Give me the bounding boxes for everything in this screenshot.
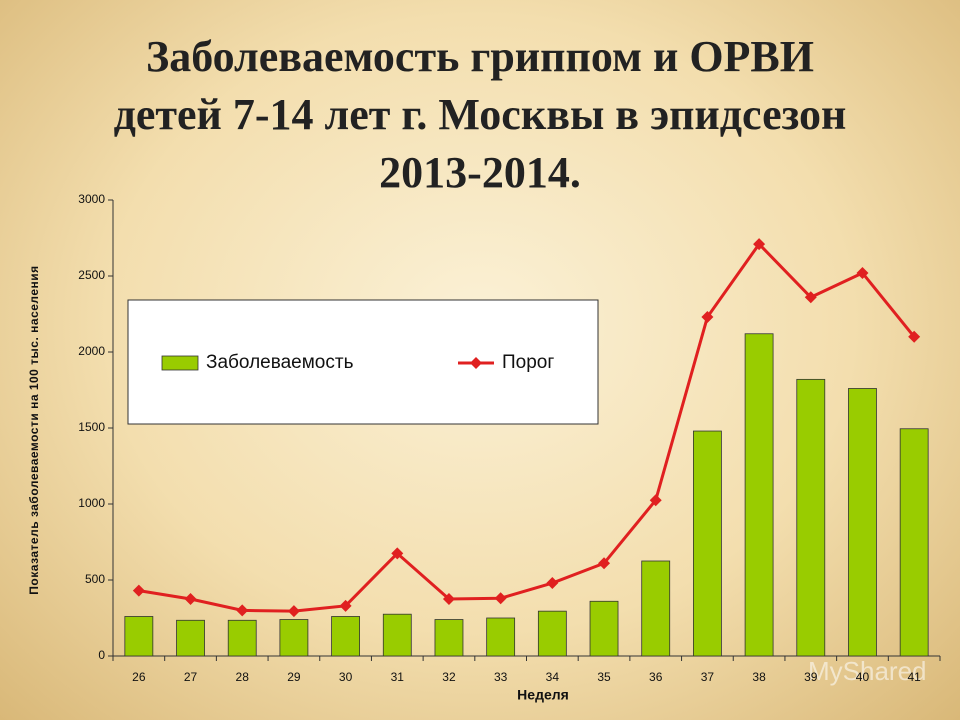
- marker: [598, 557, 611, 570]
- marker: [753, 238, 766, 251]
- x-tick-label: 41: [907, 670, 921, 684]
- x-tick-label: 33: [494, 670, 508, 684]
- bar: [641, 560, 671, 657]
- y-tick-label: 3000: [78, 192, 105, 206]
- x-tick-label: 28: [236, 670, 250, 684]
- x-tick-label: 27: [184, 670, 198, 684]
- marker: [287, 605, 300, 618]
- marker: [132, 584, 145, 597]
- legend-box: [127, 299, 599, 425]
- watermark: MyShared: [808, 656, 927, 686]
- bar: [331, 616, 360, 657]
- marker: [339, 599, 352, 612]
- marker: [546, 577, 559, 590]
- y-tick-label: 1000: [78, 496, 105, 510]
- x-tick-label: 35: [597, 670, 611, 684]
- x-tick-label: 32: [442, 670, 456, 684]
- chart-title: Заболеваемость гриппом и ОРВИ детей 7-14…: [113, 32, 847, 197]
- x-tick-label: 37: [701, 670, 715, 684]
- legend-label: Заболеваемость: [206, 352, 354, 373]
- marker: [391, 547, 404, 560]
- bar: [796, 378, 826, 657]
- bar: [899, 428, 929, 657]
- bar: [382, 613, 412, 657]
- marker: [442, 593, 455, 605]
- marker: [908, 330, 921, 343]
- bar: [434, 619, 464, 657]
- marker: [236, 604, 249, 617]
- legend-swatch: [161, 355, 199, 371]
- x-tick-label: 40: [856, 670, 870, 684]
- marker: [804, 291, 817, 304]
- legend-label: Порог: [502, 352, 554, 373]
- legend-swatch: [470, 357, 482, 369]
- x-tick-label: 36: [649, 670, 663, 684]
- y-tick-label: 0: [98, 648, 105, 662]
- y-tick-label: 2000: [78, 344, 105, 358]
- x-tick-label: 39: [804, 670, 818, 684]
- y-tick-label: 2500: [78, 268, 105, 282]
- x-tick-label: 30: [339, 670, 353, 684]
- x-axis-label: Неделя: [517, 687, 569, 703]
- bar: [227, 619, 257, 657]
- bar: [537, 610, 567, 657]
- x-tick-label: 38: [752, 670, 766, 684]
- x-tick-label: 34: [546, 670, 560, 684]
- bar: [693, 430, 722, 657]
- bar: [176, 619, 205, 657]
- bar: [744, 333, 774, 657]
- x-tick-label: 29: [287, 670, 301, 684]
- bar: [124, 616, 154, 657]
- bar: [848, 388, 877, 657]
- x-tick-label: 26: [132, 670, 146, 684]
- marker: [856, 266, 869, 279]
- marker: [184, 593, 197, 605]
- marker: [494, 592, 507, 605]
- bar: [279, 619, 309, 657]
- bar: [589, 600, 619, 657]
- marker: [649, 494, 662, 507]
- x-tick-label: 31: [391, 670, 405, 684]
- line: [138, 241, 916, 613]
- y-tick-label: 500: [85, 572, 105, 586]
- bar: [486, 617, 516, 657]
- y-tick-label: 1500: [78, 420, 105, 434]
- marker: [701, 311, 714, 324]
